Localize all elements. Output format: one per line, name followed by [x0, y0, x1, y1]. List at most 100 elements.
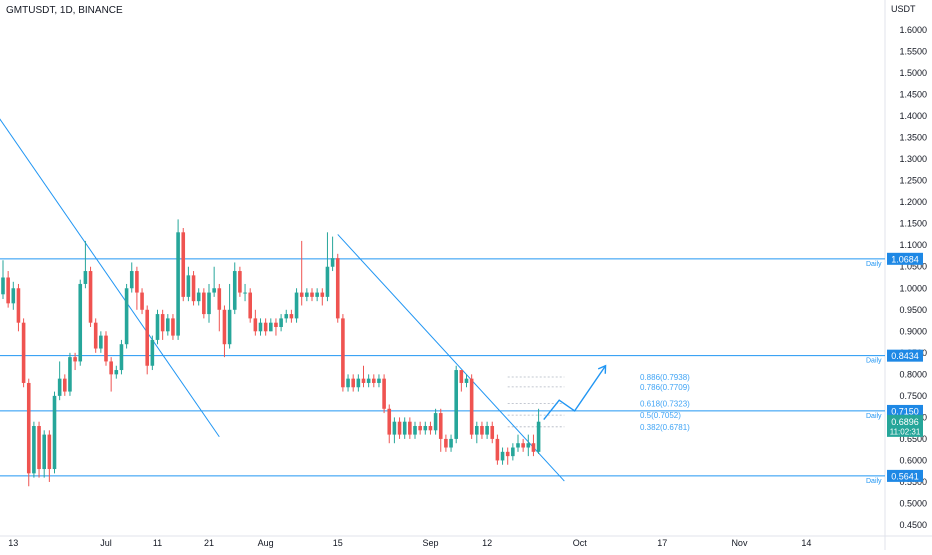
- candle-body: [217, 288, 222, 310]
- candle-body: [181, 232, 186, 297]
- candle-body: [248, 292, 252, 319]
- level-price-label: 1.0684: [891, 254, 919, 264]
- candle-body: [382, 378, 386, 409]
- trendline[interactable]: [337, 234, 565, 482]
- candle-body: [207, 292, 211, 315]
- candle-body: [93, 322, 98, 349]
- candle-body: [305, 292, 309, 297]
- candle-body: [21, 322, 26, 383]
- candle-body: [387, 408, 392, 435]
- candle-body: [433, 413, 438, 431]
- candle-body: [114, 370, 119, 375]
- candle-body: [325, 266, 330, 297]
- candle-body: [11, 288, 16, 304]
- candle-body: [269, 322, 273, 332]
- candle-body: [88, 271, 93, 323]
- candle-body: [299, 292, 304, 297]
- candle-body: [196, 292, 201, 302]
- current-price-label: 0.6896: [891, 417, 919, 427]
- candle-body: [361, 378, 366, 383]
- candle-body: [335, 258, 340, 319]
- x-tick-label: 15: [333, 538, 343, 548]
- y-tick-label: 1.4500: [899, 90, 927, 100]
- candle-body: [372, 378, 376, 383]
- candle-body: [222, 309, 227, 345]
- candle-body: [135, 271, 139, 293]
- candle-body: [356, 378, 361, 388]
- candle-body: [243, 292, 247, 294]
- candle-body: [392, 421, 397, 435]
- candle-countdown-label: 11:02:31: [890, 427, 921, 436]
- candle-body: [341, 318, 345, 388]
- y-tick-label: 0.4500: [899, 520, 927, 530]
- candle-body: [253, 318, 258, 332]
- candle-body: [16, 288, 21, 323]
- candle-body: [26, 382, 31, 474]
- candle-body: [1, 277, 5, 295]
- candle-body: [145, 309, 149, 366]
- candle-body: [469, 378, 474, 435]
- candle-body: [330, 258, 335, 267]
- level-price-label: 0.7150: [891, 406, 919, 416]
- level-price-label: 0.5641: [891, 471, 919, 481]
- candle-body: [480, 426, 484, 435]
- projection-arrowhead: [597, 364, 607, 374]
- y-tick-label: 1.5000: [899, 68, 927, 78]
- y-tick-label: 1.3500: [899, 133, 927, 143]
- y-tick-label: 0.5000: [899, 498, 927, 508]
- y-tick-label: 1.3000: [899, 154, 927, 164]
- x-tick-label: 12: [482, 538, 492, 548]
- level-tag-label: Daily: [866, 413, 882, 420]
- candle-body: [176, 232, 180, 336]
- candle-body: [289, 314, 294, 319]
- candle-body: [511, 447, 515, 457]
- x-tick-label: 14: [801, 538, 811, 548]
- candle-body: [140, 292, 144, 310]
- x-tick-label: 13: [8, 538, 18, 548]
- candle-body: [284, 314, 289, 319]
- level-price-label: 0.8434: [891, 351, 919, 361]
- x-tick-label: 21: [204, 538, 214, 548]
- candle-body: [505, 451, 510, 457]
- projection-path[interactable]: [543, 365, 607, 420]
- candle-body: [99, 335, 103, 349]
- candle-body: [516, 443, 520, 448]
- x-tick-label: Aug: [258, 538, 274, 548]
- candle-body: [413, 426, 417, 435]
- level-tag-label: Daily: [866, 478, 882, 485]
- candle-body: [500, 451, 505, 461]
- y-tick-label: 0.6500: [899, 434, 927, 444]
- candle-body: [454, 370, 458, 439]
- candle-body: [449, 438, 453, 448]
- symbol-title: GMTUSDT, 1D, BINANCE: [6, 5, 123, 16]
- candle-body: [150, 339, 155, 366]
- candle-body: [186, 275, 191, 297]
- y-tick-label: 1.2000: [899, 197, 927, 207]
- candle-body: [428, 426, 433, 431]
- candle-body: [418, 426, 422, 431]
- current-price-badge: [887, 414, 923, 437]
- candle-body: [475, 426, 479, 435]
- candle-body: [109, 361, 113, 375]
- candle-body: [495, 438, 500, 461]
- y-tick-label: 0.7500: [899, 391, 927, 401]
- candle-body: [526, 443, 531, 448]
- y-tick-label: 1.0500: [899, 262, 927, 272]
- candle-body: [57, 378, 62, 396]
- candle-body: [536, 421, 541, 452]
- candle-body: [42, 434, 46, 470]
- candle-body: [521, 443, 525, 448]
- candle-body: [320, 292, 325, 297]
- candle-body: [258, 322, 263, 332]
- candle-body: [377, 378, 381, 383]
- trendline[interactable]: [0, 116, 220, 438]
- y-tick-label: 1.4000: [899, 111, 927, 121]
- level-price-badge: [887, 404, 923, 417]
- y-tick-label: 0.5500: [899, 477, 927, 487]
- candle-body: [227, 309, 232, 345]
- x-tick-label: Jul: [100, 538, 112, 548]
- candle-body: [294, 292, 299, 319]
- candle-body: [490, 426, 495, 439]
